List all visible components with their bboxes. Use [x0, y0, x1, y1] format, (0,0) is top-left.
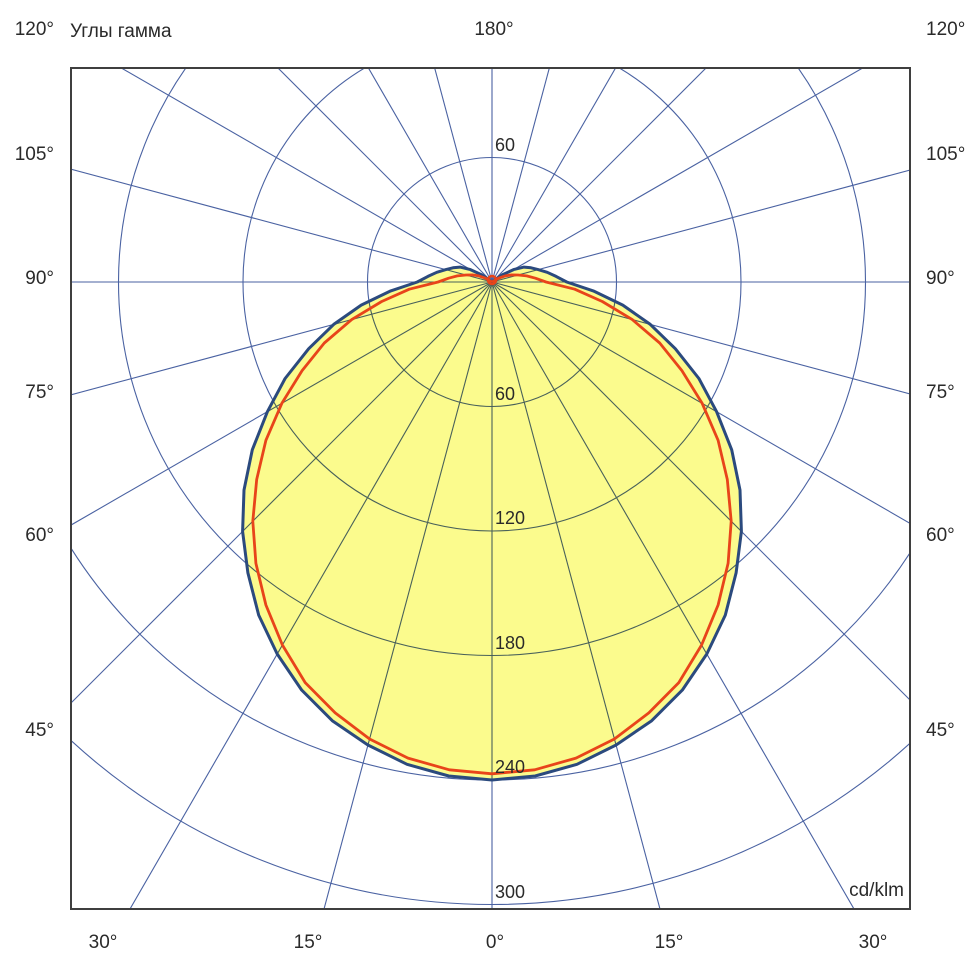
grid-spoke: [491, 281, 661, 909]
grid-spoke: [491, 281, 910, 395]
gamma-angle-label-right: 75°: [926, 382, 955, 403]
grid-spoke: [323, 281, 493, 909]
gamma-angle-label-left: 90°: [25, 268, 54, 289]
gamma-angle-label-right: 60°: [926, 525, 955, 546]
center-knot: [486, 274, 498, 286]
gamma-angle-label-bottom: 15°: [654, 932, 684, 953]
gamma-angle-label-left: 105°: [14, 144, 54, 165]
grid-spoke: [491, 169, 910, 283]
grid-spoke: [71, 281, 493, 526]
gamma-axis-top-label: 180°: [474, 19, 514, 40]
ring-value-label: 300: [495, 882, 526, 902]
grid-spoke: [491, 281, 855, 909]
gamma-angle-label-left: 45°: [25, 720, 54, 741]
gamma-angle-label-bottom: 15°: [293, 932, 323, 953]
grid-spoke: [491, 68, 707, 283]
gamma-angle-label-right: 105°: [926, 144, 966, 165]
grid-spoke: [71, 281, 493, 704]
gamma-angle-label-bottom: 30°: [858, 932, 888, 953]
gamma-angle-label-left: 60°: [25, 525, 54, 546]
grid-spoke: [367, 68, 493, 283]
ring-value-label: 180: [495, 633, 526, 653]
grid-spoke: [129, 281, 493, 909]
ring-value-label: 60: [495, 135, 516, 155]
grid-spoke: [491, 68, 864, 283]
grid-spoke: [491, 68, 617, 283]
grid-spoke: [277, 68, 493, 283]
gamma-angle-label-left: 120°: [14, 19, 54, 40]
gamma-angle-label-right: 45°: [926, 720, 955, 741]
grid-spoke: [71, 168, 493, 283]
ring-value-label: 60: [495, 384, 516, 404]
gamma-angle-label-bottom: 30°: [88, 932, 118, 953]
radial-unit-label: cd/klm: [849, 880, 904, 901]
gamma-angle-label-right: 120°: [926, 19, 966, 40]
grid-spoke: [120, 68, 493, 283]
grid-spoke: [491, 68, 550, 283]
intensity-inner-curve: [251, 273, 733, 776]
gamma-angle-label-bottom: 0°: [485, 932, 505, 953]
ring-value-label: 120: [495, 508, 526, 528]
gamma-angle-label-right: 90°: [926, 268, 955, 289]
grid-spoke: [491, 281, 910, 701]
grid-spoke: [491, 281, 910, 524]
grid-spoke: [434, 68, 493, 283]
page-title: Углы гамма: [70, 21, 172, 42]
ring-value-label: 240: [495, 757, 526, 777]
intensity-outline-curve: [241, 265, 743, 782]
grid-spoke: [71, 281, 493, 396]
plot-frame: [70, 67, 911, 910]
gamma-angle-label-left: 75°: [25, 382, 54, 403]
